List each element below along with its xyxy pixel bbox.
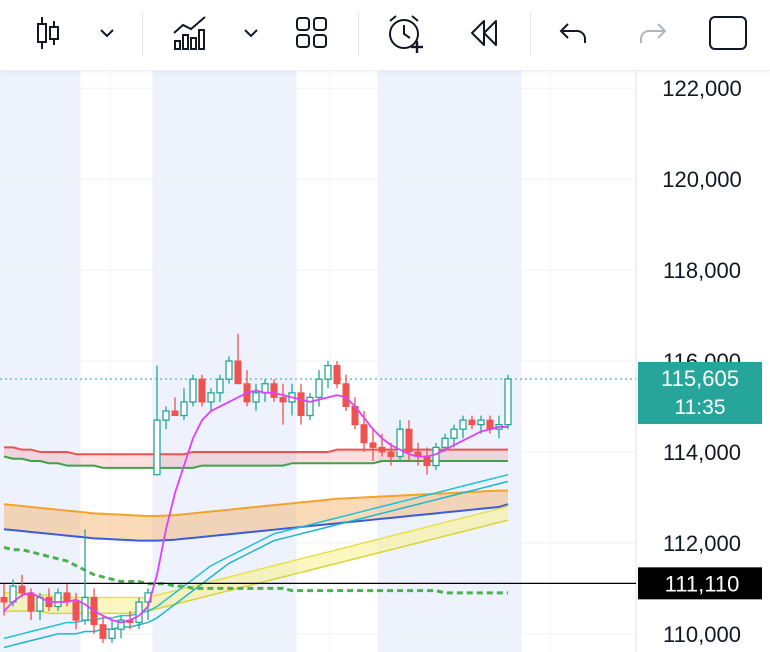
redo-icon[interactable] [630, 10, 674, 56]
price-axis-label: 110,000 [663, 622, 741, 647]
price-axis-label: 114,000 [663, 440, 741, 465]
orange-ribbon-band [4, 490, 508, 541]
undo-icon[interactable] [552, 10, 596, 56]
price-axis-label: 122,000 [662, 76, 742, 101]
price-axis-label: 120,000 [662, 167, 742, 192]
candle-body-up[interactable] [153, 419, 161, 476]
candle-body-down[interactable] [198, 378, 206, 403]
cyan-lower-line [3, 480, 509, 649]
candle-body-up[interactable] [81, 596, 89, 621]
candle-body-up[interactable] [252, 392, 260, 403]
orange-ma-line [3, 489, 508, 518]
candle-body-down[interactable] [171, 410, 179, 417]
last-price-value: 115,605 [661, 366, 739, 391]
layout-grid-icon[interactable] [292, 10, 332, 56]
candlestick-type-icon[interactable] [30, 10, 66, 56]
candle-body-down[interactable] [342, 383, 350, 407]
candle-body-up[interactable] [108, 628, 116, 640]
fullscreen-icon[interactable] [704, 10, 752, 56]
candle-body-up[interactable] [315, 378, 323, 399]
candle-body-up[interactable] [225, 360, 233, 380]
bar-countdown-timer: 11:35 [675, 396, 726, 419]
candle-body-down[interactable] [360, 424, 368, 444]
candle-body-down[interactable] [378, 446, 386, 453]
candle-body-down[interactable] [423, 455, 431, 467]
magenta-ma-line [3, 389, 508, 624]
candle-body-down[interactable] [234, 360, 242, 385]
candle-body-down[interactable] [72, 601, 80, 621]
toolbar-separator [358, 12, 359, 56]
chart-type-dropdown-icon[interactable] [92, 10, 122, 56]
candle-body-up[interactable] [396, 428, 404, 458]
candle-body-up[interactable] [441, 437, 449, 449]
candle-body-down[interactable] [18, 585, 26, 594]
candle-body-down[interactable] [0, 596, 8, 603]
toolbar-separator [142, 12, 143, 56]
red-ribbon-line [4, 446, 508, 456]
candle-body-up[interactable] [450, 428, 458, 439]
toolbar-separator [530, 12, 531, 56]
last-price-label-box [638, 361, 762, 424]
candle-body-down[interactable] [279, 396, 287, 403]
candle-body-up[interactable] [180, 401, 188, 417]
indicators-dropdown-icon[interactable] [236, 10, 266, 56]
candle-body-down[interactable] [99, 624, 107, 639]
candle-body-down[interactable] [468, 419, 476, 426]
indicators-icon[interactable] [168, 10, 212, 56]
candle-body-up[interactable] [207, 392, 215, 403]
add-alert-icon[interactable] [382, 10, 430, 56]
blue-ma-line [3, 503, 509, 542]
candle-body-down[interactable] [297, 392, 305, 417]
horizontal-line-label-box[interactable] [638, 567, 762, 600]
candle-body-up[interactable] [162, 410, 170, 421]
candle-body-up[interactable] [54, 592, 62, 608]
candle-body-down[interactable] [369, 442, 377, 448]
price-axis-label: 118,000 [663, 258, 741, 283]
candle-body-down[interactable] [405, 428, 413, 453]
candle-body-up[interactable] [477, 419, 485, 426]
candle-body-down[interactable] [333, 365, 341, 385]
candle-body-up[interactable] [117, 619, 125, 630]
candle-body-down[interactable] [27, 592, 35, 612]
replay-icon[interactable] [462, 10, 506, 56]
candle-body-up[interactable] [216, 378, 224, 394]
candle-body-up[interactable] [135, 601, 143, 624]
candle-body-up[interactable] [504, 378, 512, 426]
horizontal-line-label: 111,110 [665, 571, 740, 596]
candle-body-down[interactable] [270, 383, 278, 398]
chart-toolbar [0, 0, 770, 71]
candle-body-up[interactable] [189, 378, 197, 403]
candle-body-up[interactable] [459, 419, 467, 430]
candle-body-down[interactable] [387, 451, 395, 457]
candle-body-up[interactable] [324, 364, 332, 380]
price-chart[interactable]: 122,000120,000118,000116,000114,000112,0… [0, 70, 770, 652]
candle-body-up[interactable] [306, 396, 314, 417]
price-axis-label: 112,000 [663, 531, 741, 556]
candle-body-up[interactable] [432, 446, 440, 467]
